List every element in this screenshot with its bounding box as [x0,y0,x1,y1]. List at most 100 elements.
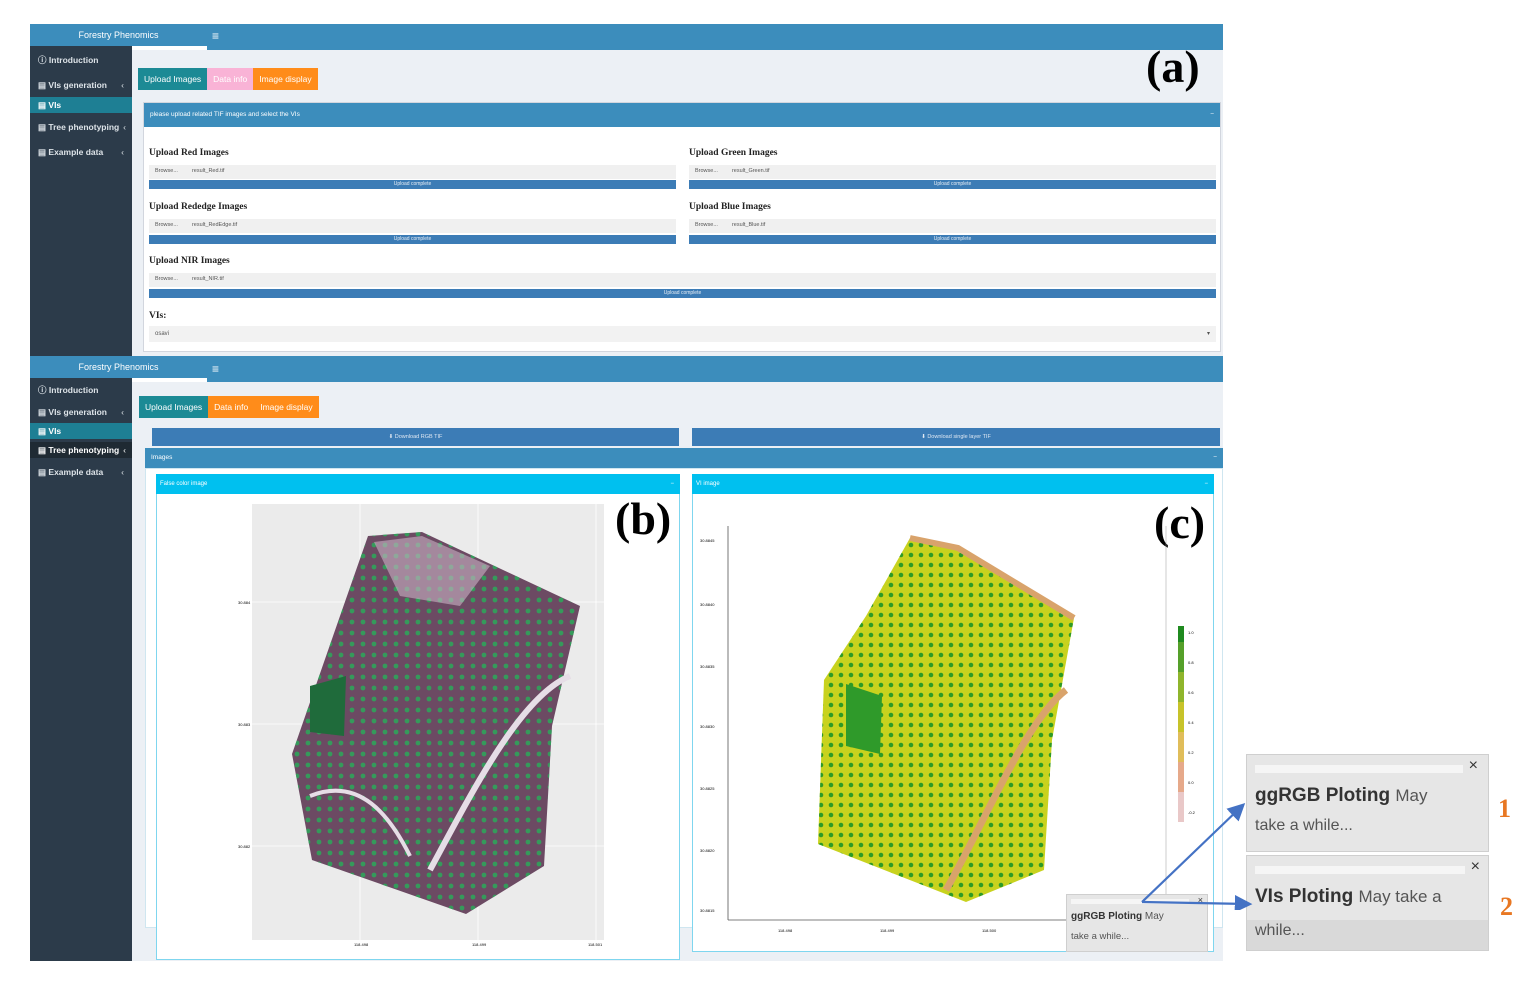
upload-red-progress: Upload complete [149,180,676,189]
sidebar-item-introduction[interactable]: ⓘ Introduction [30,52,132,68]
caret-down-icon: ▾ [1206,331,1210,337]
bright-area [374,536,490,606]
sidebar-item-example-data[interactable]: ▤ Example data ‹ [30,144,132,160]
sidebar-item-label: Tree phenotyping [48,445,120,455]
sidebar-item-example-data[interactable]: ▤ Example data ‹ [30,464,132,480]
notification-text: May [1395,786,1428,805]
tab-image-display[interactable]: Image display [253,68,318,90]
collapse-icon[interactable]: − [1204,481,1208,487]
collapse-icon[interactable]: − [1210,111,1214,118]
sidebar-item-tree-phenotyping[interactable]: ▤ Tree phenotyping ‹ [30,442,132,458]
annotation-arrows [1141,802,1253,910]
vi-x-tick-1: 118.498 [778,928,793,933]
close-icon[interactable]: × [1468,757,1478,774]
collapse-icon[interactable]: − [670,481,674,487]
upload-blue-input[interactable]: Browse... result_Blue.tif [689,219,1216,233]
tab-data-info[interactable]: Data info [208,396,255,418]
sidebar-item-tree-phenotyping[interactable]: ▤ Tree phenotyping ‹ [30,119,132,135]
browse-button[interactable]: Browse... [695,168,718,174]
notification-bold: ggRGB Ploting [1071,911,1143,922]
brand-title[interactable]: Forestry Phenomics [30,24,207,46]
fc-x-tick-2: 118.499 [472,942,487,947]
upload-rededge-progress: Upload complete [149,235,676,244]
annotation-number-2: 2 [1500,892,1513,921]
false-color-header: False color image − [156,474,680,494]
upload-nir-input[interactable]: Browse... result_NIR.tif [149,273,1216,287]
sidebar-item-label: VIs [48,426,62,436]
menu-toggle-icon[interactable]: ≡ [212,362,220,376]
download-icon: ⬇ [388,434,394,440]
tab-bar-b: Upload Images Data info Image display [139,396,319,418]
fc-y-tick-3: 30.882 [238,844,251,849]
menu-toggle-icon[interactable]: ≡ [212,29,220,43]
brand-title-b[interactable]: Forestry Phenomics [30,356,207,378]
database-icon: ▤ [38,467,47,477]
upload-blue-label: Upload Blue Images [689,202,771,212]
database-icon: ▤ [38,147,47,157]
false-color-plot: 30.884 30.883 30.882 118.498 118.499 118… [238,504,604,947]
legend-tick-3: 0.6 [1188,690,1194,695]
sidebar-menu: ⓘ Introduction ▤ VIs generation ‹ ▤ VIs … [30,52,132,160]
vi-y-tick-5: 30.8825 [700,786,715,791]
images-box-title: Images [151,454,173,461]
arrow-to-toast-1 [1141,802,1246,903]
tab-upload-images[interactable]: Upload Images [138,68,208,90]
chevron-left-icon: ‹ [121,147,124,157]
download-single-layer-button[interactable]: ⬇ Download single layer TIF [692,428,1220,446]
upload-blue-progress: Upload complete [689,235,1216,244]
sidebar-item-vis-generation[interactable]: ▤ VIs generation ‹ [30,77,132,93]
sidebar-item-vis[interactable]: ▤ VIs [30,97,132,113]
vi-y-tick-3: 30.8835 [700,664,715,669]
download-rgb-label: Download RGB TIF [394,434,443,440]
info-circle-icon: ⓘ [38,55,47,65]
sidebar-item-label: VIs generation [48,407,107,417]
download-icon: ⬇ [921,434,926,440]
download-rgb-button[interactable]: ⬇ Download RGB TIF [152,428,679,446]
fc-x-tick-1: 118.498 [354,942,369,947]
vis-label: VIs: [149,311,167,321]
tab-image-display[interactable]: Image display [254,396,319,418]
upload-rededge-label: Upload Rededge Images [149,202,248,212]
sidebar-item-label: Example data [48,147,104,157]
upload-green-label: Upload Green Images [689,148,778,158]
notification-line2: take a while... [1255,817,1353,834]
notification-bold: ggRGB Ploting [1255,785,1391,806]
browse-button[interactable]: Browse... [155,222,178,228]
tab-upload-images[interactable]: Upload Images [139,396,209,418]
sidebar-item-introduction[interactable]: ⓘ Introduction [30,382,132,398]
vi-image-title: VI image [696,481,720,487]
sidebar-item-label: Introduction [48,385,99,395]
sidebar-item-vis-generation[interactable]: ▤ VIs generation ‹ [30,404,132,420]
notification-zoom-1: × ggRGB Ploting May take a while... [1246,754,1489,852]
sidebar-item-label: Introduction [48,55,99,65]
legend-tick-1: 1.0 [1188,630,1194,635]
notification-bold: VIs Ploting [1255,886,1354,907]
vis-selected-value: osavi [155,331,170,337]
database-icon: ▤ [38,122,47,132]
upload-green-input[interactable]: Browse... result_Green.tif [689,165,1216,179]
annotation-number-1: 1 [1498,794,1511,823]
dark-green-patch [310,676,346,736]
upload-rededge-input[interactable]: Browse... result_RedEdge.tif [149,219,676,233]
vis-select[interactable]: osavi ▾ [149,326,1216,342]
sidebar-item-vis[interactable]: ▤ VIs [30,423,132,439]
browse-button[interactable]: Browse... [695,222,718,228]
upload-red-input[interactable]: Browse... result_Red.tif [149,165,676,179]
close-icon[interactable]: × [1197,895,1203,905]
chevron-left-icon: ‹ [121,467,124,477]
vi-road [942,687,1069,892]
close-icon[interactable]: × [1470,858,1480,875]
sidebar-item-label: Tree phenotyping [48,122,120,132]
browse-button[interactable]: Browse... [155,168,178,174]
vi-plot: 1.0 0.8 0.6 0.4 0.2 0.0 -0.2 30.8845 30.… [700,526,1196,933]
tab-data-info[interactable]: Data info [207,68,254,90]
road-path [427,673,572,872]
legend-tick-5: 0.2 [1188,750,1194,755]
collapse-icon[interactable]: − [1213,454,1217,461]
panel-label-c: (c) [1154,497,1206,548]
chevron-left-icon: ‹ [121,80,124,90]
tab-bar-a: Upload Images Data info Image display [138,68,318,90]
panel-label-a: (a) [1146,41,1200,92]
browse-button[interactable]: Browse... [155,276,178,282]
legend-colorbar [1178,626,1184,822]
